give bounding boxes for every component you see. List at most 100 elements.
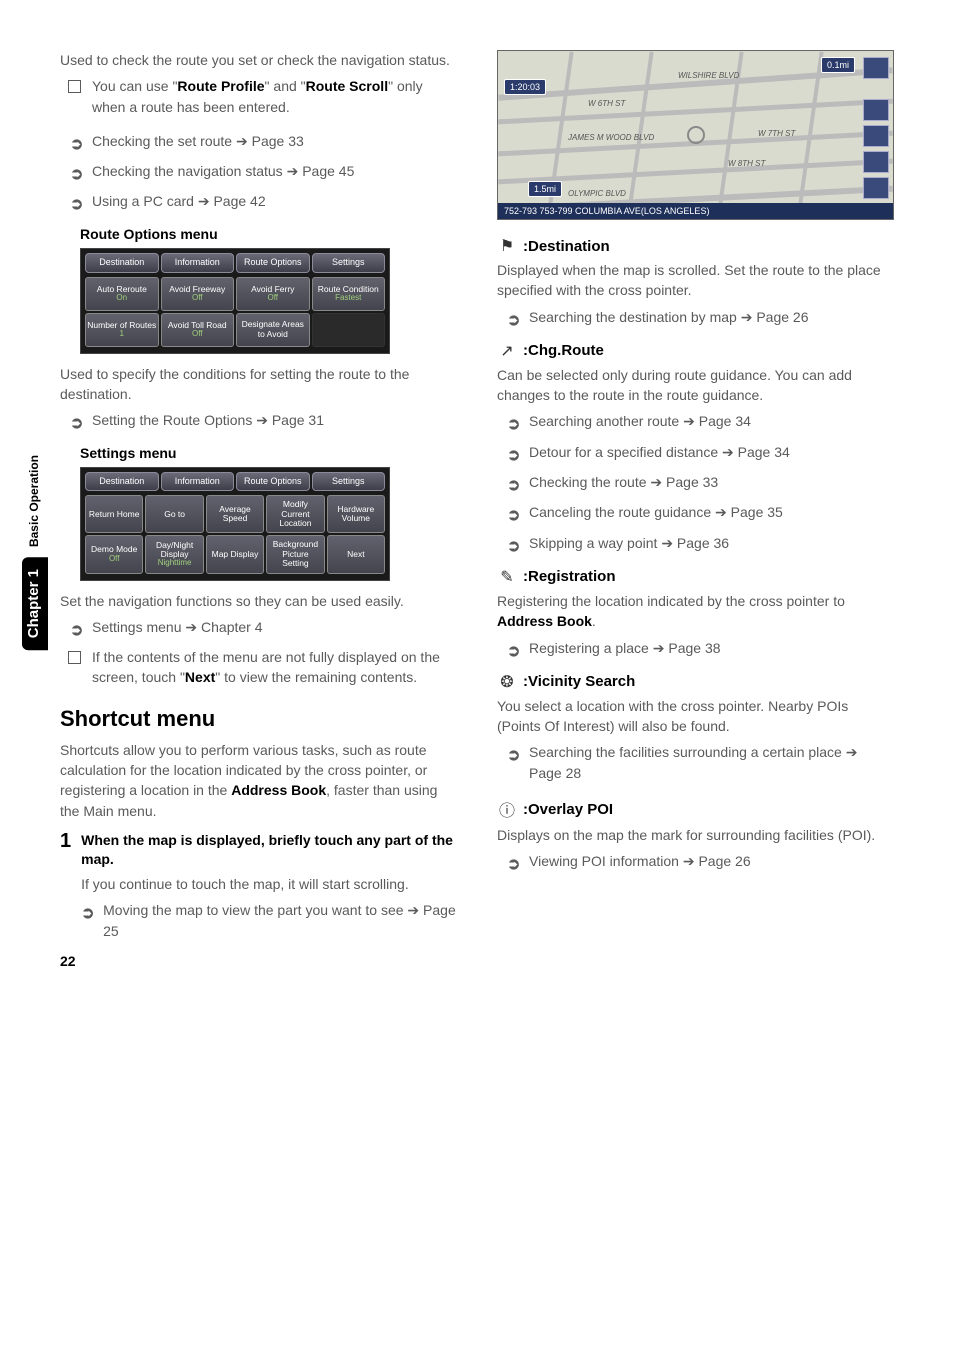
settings-screenshot: DestinationInformationRoute OptionsSetti… xyxy=(80,467,390,581)
section-body: Displayed when the map is scrolled. Set … xyxy=(497,260,894,301)
section-icon: ⚑ xyxy=(497,236,517,256)
menu-button[interactable]: Go to xyxy=(145,495,203,533)
menu-button[interactable]: Next xyxy=(327,535,385,573)
xref-link: ➲Viewing POI information ➔ Page 26 xyxy=(507,851,894,871)
menu-button[interactable]: Day/Night DisplayNighttime xyxy=(145,535,203,573)
map-btn-1[interactable] xyxy=(863,57,889,79)
link-icon: ➲ xyxy=(507,413,520,436)
section-body: Registering the location indicated by th… xyxy=(497,591,894,632)
link-icon: ➲ xyxy=(507,535,520,558)
link-icon: ➲ xyxy=(70,163,83,186)
menu-button[interactable]: Route ConditionFastest xyxy=(312,277,386,311)
shortcut-heading: Shortcut menu xyxy=(60,706,457,732)
section-body: Displays on the map the mark for surroun… xyxy=(497,825,894,845)
section-body: Can be selected only during route guidan… xyxy=(497,365,894,406)
shortcut-intro: Shortcuts allow you to perform various t… xyxy=(60,740,457,821)
left-column: Used to check the route you set or check… xyxy=(60,50,457,959)
section-title: :Chg.Route xyxy=(523,342,604,359)
intro-text: Used to check the route you set or check… xyxy=(60,50,457,70)
menu-tab[interactable]: Settings xyxy=(312,472,386,492)
right-column: WILSHIRE BLVD W 6TH ST JAMES M WOOD BLVD… xyxy=(497,50,894,959)
menu-button[interactable]: Map Display xyxy=(206,535,264,573)
map-btn-4[interactable] xyxy=(863,151,889,173)
link-icon: ➲ xyxy=(507,504,520,527)
xref-link: ➲Checking the navigation status ➔ Page 4… xyxy=(70,161,457,181)
section-title: :Destination xyxy=(523,238,610,255)
shortcut-section: ⚑ :Destination Displayed when the map is s… xyxy=(497,236,894,327)
xref-link: ➲Canceling the route guidance ➔ Page 35 xyxy=(507,502,894,522)
settings-note: If the contents of the menu are not full… xyxy=(70,647,457,688)
menu-button[interactable]: Average Speed xyxy=(206,495,264,533)
link-icon: ➲ xyxy=(70,412,83,435)
side-tab: Chapter 1 Basic Operation xyxy=(22,350,48,650)
menu-tab[interactable]: Settings xyxy=(312,253,386,273)
link-icon: ➲ xyxy=(70,619,83,642)
xref-link: ➲Using a PC card ➔ Page 42 xyxy=(70,191,457,211)
settings-desc: Set the navigation functions so they can… xyxy=(60,591,457,611)
section-icon: ✎ xyxy=(497,567,517,587)
xref-link: ➲Searching the facilities surrounding a … xyxy=(507,742,894,783)
xref-link: ➲Checking the route ➔ Page 33 xyxy=(507,472,894,492)
xref-link: ➲Skipping a way point ➔ Page 36 xyxy=(507,533,894,553)
menu-button xyxy=(312,313,386,347)
section-tab: Basic Operation xyxy=(22,445,48,557)
route-options-desc: Used to specify the conditions for setti… xyxy=(60,364,457,405)
xref-link: ➲Registering a place ➔ Page 38 xyxy=(507,638,894,658)
step-body-text: If you continue to touch the map, it wil… xyxy=(81,874,457,894)
menu-tab[interactable]: Information xyxy=(161,472,235,492)
step-title: When the map is displayed, briefly touch… xyxy=(81,831,457,870)
xref-link: ➲Searching another route ➔ Page 34 xyxy=(507,411,894,431)
menu-button[interactable]: Avoid FreewayOff xyxy=(161,277,235,311)
menu-button[interactable]: Designate Areas to Avoid xyxy=(236,313,310,347)
section-icon: ↗ xyxy=(497,341,517,361)
settings-heading: Settings menu xyxy=(80,445,457,461)
xref-link: ➲Detour for a specified distance ➔ Page … xyxy=(507,442,894,462)
menu-tab[interactable]: Route Options xyxy=(236,253,310,273)
link-icon: ➲ xyxy=(507,853,520,876)
menu-button[interactable]: Background Picture Setting xyxy=(266,535,324,573)
route-options-link: ➲ Setting the Route Options ➔ Page 31 xyxy=(70,410,457,430)
link-icon: ➲ xyxy=(507,744,520,767)
note-icon xyxy=(70,82,81,93)
map-btn-3[interactable] xyxy=(863,125,889,147)
section-title: :Overlay POI xyxy=(523,801,613,818)
note-item: You can use "Route Profile" and "Route S… xyxy=(70,76,457,117)
shortcut-section: ↗ :Chg.Route Can be selected only during r… xyxy=(497,341,894,553)
route-options-screenshot: DestinationInformationRoute OptionsSetti… xyxy=(80,248,390,354)
menu-button[interactable]: Avoid FerryOff xyxy=(236,277,310,311)
map-address-bar: 752-793 753-799 COLUMBIA AVE(LOS ANGELES… xyxy=(498,203,893,219)
page-number: 22 xyxy=(60,953,76,969)
shortcut-section: ⓘ :Overlay POI Displays on the map the mar… xyxy=(497,797,894,872)
menu-button[interactable]: Modify Current Location xyxy=(266,495,324,533)
map-screenshot: WILSHIRE BLVD W 6TH ST JAMES M WOOD BLVD… xyxy=(497,50,894,220)
menu-tab[interactable]: Information xyxy=(161,253,235,273)
chapter-tab: Chapter 1 xyxy=(22,557,48,650)
menu-tab[interactable]: Destination xyxy=(85,472,159,492)
menu-button[interactable]: Avoid Toll RoadOff xyxy=(161,313,235,347)
menu-button[interactable]: Auto RerouteOn xyxy=(85,277,159,311)
menu-tab[interactable]: Destination xyxy=(85,253,159,273)
section-body: You select a location with the cross poi… xyxy=(497,696,894,737)
menu-button[interactable]: Return Home xyxy=(85,495,143,533)
menu-tab[interactable]: Route Options xyxy=(236,472,310,492)
settings-link: ➲ Settings menu ➔ Chapter 4 xyxy=(70,617,457,637)
link-icon: ➲ xyxy=(81,902,94,925)
map-btn-2[interactable] xyxy=(863,99,889,121)
menu-button[interactable]: Demo ModeOff xyxy=(85,535,143,573)
link-icon: ➲ xyxy=(70,193,83,216)
section-title: :Registration xyxy=(523,568,616,585)
link-icon: ➲ xyxy=(507,309,520,332)
step-1: 1 When the map is displayed, briefly tou… xyxy=(60,831,457,955)
map-btn-5[interactable] xyxy=(863,177,889,199)
link-icon: ➲ xyxy=(507,640,520,663)
map-dist-badge: 0.1mi xyxy=(821,57,855,73)
map-time-badge: 1:20:03 xyxy=(504,79,546,95)
step-number: 1 xyxy=(60,831,71,955)
xref-link: ➲Searching the destination by map ➔ Page… xyxy=(507,307,894,327)
xref-link: ➲Checking the set route ➔ Page 33 xyxy=(70,131,457,151)
menu-button[interactable]: Number of Routes1 xyxy=(85,313,159,347)
menu-button[interactable]: Hardware Volume xyxy=(327,495,385,533)
section-icon: ⓘ xyxy=(497,797,517,821)
link-icon: ➲ xyxy=(507,444,520,467)
section-icon: ❂ xyxy=(497,672,517,692)
